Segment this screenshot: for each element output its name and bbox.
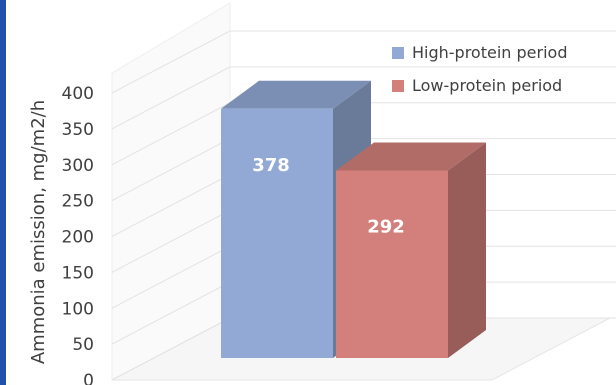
gridline-side	[111, 66, 231, 130]
gridline-side	[111, 102, 231, 166]
gridline-side	[111, 245, 231, 309]
gridline-side	[111, 317, 231, 381]
bar-top-face	[221, 80, 371, 109]
y-tick-label: 0	[83, 371, 94, 385]
y-axis-title: Ammonia emission, mg/m2/h	[28, 100, 49, 364]
bar-top-face	[336, 142, 486, 171]
bar	[336, 170, 448, 358]
y-tick-label: 150	[62, 263, 94, 283]
gridline-side	[111, 138, 231, 202]
left-accent-border	[0, 0, 6, 385]
bar-data-label: 292	[367, 216, 405, 237]
y-tick-label: 250	[62, 192, 94, 212]
y-tick-label: 50	[72, 335, 94, 355]
bar	[221, 108, 333, 358]
bar-data-label: 378	[252, 155, 290, 176]
bar-side-face	[448, 142, 486, 358]
y-tick-label: 200	[62, 228, 94, 248]
y-tick-label: 300	[62, 156, 94, 176]
data-labels: 378 292	[252, 155, 405, 238]
bars	[221, 80, 486, 358]
y-tick-labels: 0 50 100 150 200 250 300 350 400	[62, 84, 94, 385]
gridline-side	[111, 209, 231, 273]
legend: High-protein period Low-protein period	[392, 43, 567, 95]
y-tick-label: 100	[62, 299, 94, 319]
legend-label: High-protein period	[412, 43, 567, 62]
y-tick-label: 400	[62, 84, 94, 104]
gridline-side	[111, 30, 231, 94]
legend-swatch	[392, 80, 404, 92]
y-tick-label: 350	[62, 120, 94, 140]
gridline-side	[111, 174, 231, 237]
gridline-side	[111, 281, 231, 345]
legend-label: Low-protein period	[412, 76, 562, 95]
legend-swatch	[392, 47, 404, 59]
